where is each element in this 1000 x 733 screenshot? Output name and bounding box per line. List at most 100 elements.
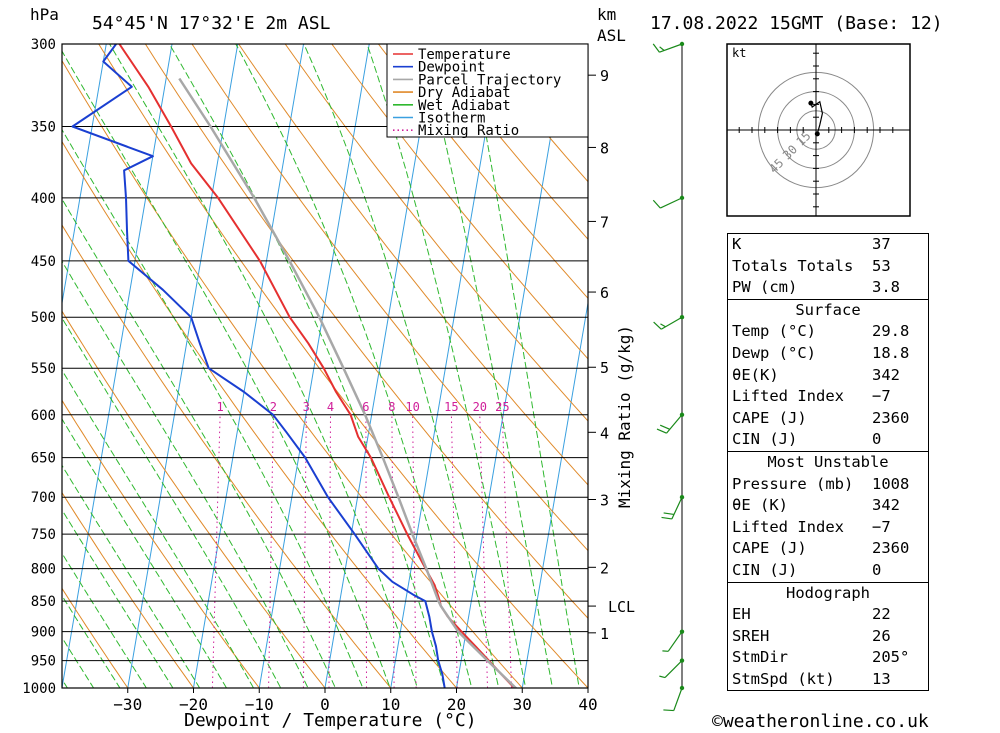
section-title: Most Unstable <box>767 452 889 471</box>
pressure-tick-label: 300 <box>31 37 56 53</box>
general-indices: K 37 Totals Totals 53 PW (cm) 3.8 <box>728 234 928 299</box>
wind-barb-feather <box>659 424 671 430</box>
index-value: 18.8 <box>872 343 910 362</box>
index-label: θE (K) <box>732 496 788 515</box>
wet-adiabat-line <box>62 636 95 688</box>
mixing-ratio-line <box>450 414 458 688</box>
km-label: km <box>597 5 616 24</box>
pressure-tick-label: 500 <box>31 310 56 326</box>
wet-adiabat-line <box>62 594 121 688</box>
isotherm-line <box>258 44 370 688</box>
x-axis-title: Dewpoint / Temperature (°C) <box>184 710 477 731</box>
dry-adiabat-line <box>62 587 129 688</box>
index-value: 1008 <box>872 474 910 493</box>
datetime-title: 17.08.2022 15GMT (Base: 12) <box>650 13 943 34</box>
section-title: Hodograph <box>786 583 870 602</box>
wind-barb-dot <box>679 658 685 663</box>
dry-adiabat-line <box>284 44 588 422</box>
mixing-ratio-label: 10 <box>405 400 419 414</box>
mixing-ratio-line <box>365 414 367 688</box>
index-value: 22 <box>872 605 891 624</box>
asl-label: ASL <box>597 26 626 45</box>
plot-frame <box>61 43 589 689</box>
temperature-tick-label: 10 <box>381 695 400 714</box>
height-tick-label: 5 <box>600 359 609 377</box>
mixing-ratio-line <box>211 414 221 688</box>
height-tick-label: 7 <box>600 213 609 231</box>
temperature-tick-label: 0 <box>320 695 330 714</box>
index-row: StmDir 205° <box>728 647 928 669</box>
height-tick-label: 2 <box>600 559 609 577</box>
wind-barb-feather <box>659 675 666 679</box>
index-row: Lifted Index −7 <box>728 386 928 408</box>
dry-adiabat-line <box>424 44 588 241</box>
isotherm-line <box>62 44 107 307</box>
pressure-tick-label: 400 <box>31 191 56 207</box>
index-value: 0 <box>872 560 882 579</box>
temperature-tick-label: −20 <box>179 695 208 714</box>
index-value: 2360 <box>872 408 910 427</box>
wind-barb-feather <box>659 46 665 51</box>
index-label: Lifted Index <box>732 387 844 406</box>
legend-label: Isotherm <box>418 111 485 127</box>
legend-label: Temperature <box>418 47 511 63</box>
index-value: 53 <box>872 256 891 275</box>
height-tick-label: 9 <box>600 67 609 85</box>
hodograph-unit-label: kt <box>732 46 746 60</box>
wind-barb-feather <box>663 709 674 712</box>
wind-barb-staff <box>667 631 683 652</box>
temperature-tick-label: 20 <box>447 695 466 714</box>
index-label: Pressure (mb) <box>732 474 854 493</box>
index-value: 3.8 <box>872 278 900 297</box>
pressure-tick-label: 550 <box>31 361 56 377</box>
height-tick-label: 4 <box>600 424 609 442</box>
dry-adiabat-line <box>62 399 260 688</box>
index-value: 342 <box>872 496 900 515</box>
index-row: PW (cm) 3.8 <box>728 277 928 299</box>
wind-barb-dot <box>679 315 685 320</box>
index-value: 342 <box>872 365 900 384</box>
wind-barb-feather <box>653 321 662 330</box>
legend-label: Parcel Trajectory <box>418 72 561 88</box>
index-row: SREH 26 <box>728 626 928 648</box>
index-row: CAPE (J) 2360 <box>728 408 928 430</box>
wind-barb-staff <box>664 660 683 678</box>
pressure-tick-label: 350 <box>31 119 56 135</box>
index-row: EH 22 <box>728 604 928 626</box>
dry-adiabat-line <box>62 59 523 688</box>
wind-barb-dot <box>679 41 685 47</box>
height-axis: 1 2 3 4 5 6 7 8 9 LCL <box>588 67 635 643</box>
mixing-ratio-line <box>302 414 307 688</box>
isotherm-line <box>192 44 305 688</box>
wind-barb-staff <box>671 496 683 520</box>
index-value: 205° <box>872 648 910 667</box>
hodograph-start-marker <box>814 131 820 137</box>
mixing-ratio-label: 8 <box>388 400 395 414</box>
index-row: Temp (°C) 29.8 <box>728 321 928 343</box>
wind-barb-dot <box>679 629 685 634</box>
pressure-tick-label: 450 <box>31 254 56 270</box>
pressure-tick-label: 600 <box>31 408 56 424</box>
hodograph-trace <box>810 100 824 134</box>
index-value: 37 <box>872 235 891 253</box>
mixing-ratio-line <box>412 414 417 688</box>
mixing-ratio-axis-title: Mixing Ratio (g/kg) <box>615 325 634 508</box>
height-tick-label: 3 <box>600 492 609 510</box>
sounding-profiles <box>71 44 518 688</box>
index-row: θE(K) 342 <box>728 365 928 387</box>
mixing-ratio-line <box>328 414 331 688</box>
dry-adiabat-line <box>331 44 588 360</box>
index-value: 26 <box>872 626 891 645</box>
temperature-tick-label: −30 <box>113 695 142 714</box>
index-value: 2360 <box>872 539 910 558</box>
dry-adiabat-line <box>62 140 458 688</box>
indices-table: K 37 Totals Totals 53 PW (cm) 3.8 Surface T… <box>727 233 929 692</box>
wind-barb-feather <box>652 199 661 209</box>
dry-adiabat-line <box>62 491 195 688</box>
parcel-trajectory-line <box>178 77 518 688</box>
pressure-tick-label: 850 <box>31 594 56 610</box>
wind-barb-dot <box>679 685 685 691</box>
